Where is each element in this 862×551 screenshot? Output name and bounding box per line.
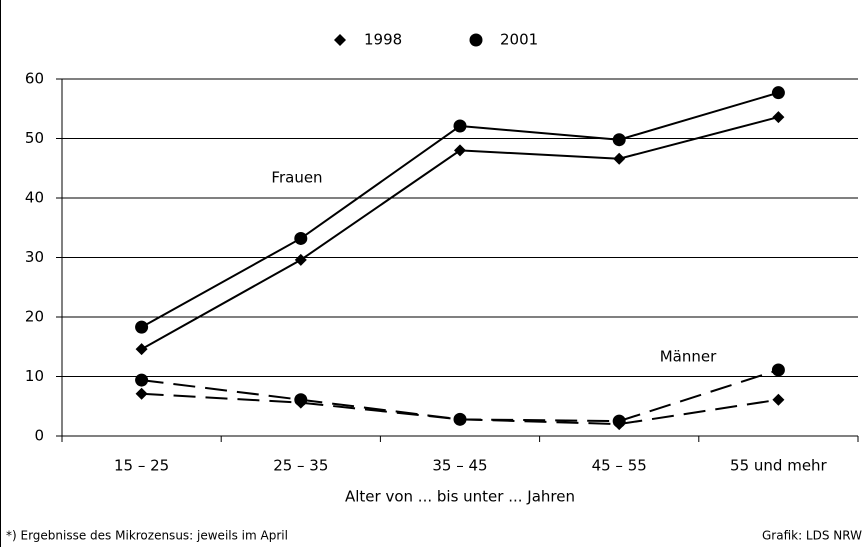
x-tick-label: 25 – 35 — [273, 457, 328, 475]
y-tick-label: 50 — [25, 129, 44, 147]
source: Grafik: LDS NRW — [762, 529, 862, 543]
marker-diamond — [334, 34, 346, 46]
x-axis-label: Alter von ... bis unter ... Jahren — [345, 488, 575, 506]
footnote: *) Ergebnisse des Mikrozensus: jeweils i… — [6, 529, 288, 543]
y-tick-label: 0 — [34, 427, 44, 445]
legend-label: 1998 — [364, 31, 402, 49]
x-tick-label: 35 – 45 — [432, 457, 487, 475]
marker-diamond — [772, 111, 785, 124]
marker-circle — [771, 86, 785, 100]
marker-diamond — [294, 253, 307, 266]
marker-circle — [294, 393, 308, 407]
series-line — [141, 392, 779, 426]
y-tick-label: 60 — [25, 70, 44, 88]
marker-circle — [453, 119, 467, 133]
y-tick-label: 20 — [25, 308, 44, 326]
marker-circle — [612, 133, 626, 147]
marker-diamond — [135, 387, 148, 400]
marker-circle — [135, 320, 149, 334]
x-tick-label: 45 – 55 — [592, 457, 647, 475]
annotation: Männer — [660, 348, 717, 366]
legend-label: 2001 — [500, 31, 538, 49]
marker-diamond — [454, 144, 466, 157]
marker-diamond — [135, 343, 148, 356]
y-tick-label: 40 — [25, 189, 44, 207]
marker-diamond — [772, 393, 785, 406]
marker-circle — [135, 373, 149, 387]
marker-diamond — [613, 152, 626, 165]
marker-circle — [294, 231, 308, 245]
y-tick-label: 10 — [25, 367, 44, 385]
x-tick-label: 15 – 25 — [114, 457, 169, 475]
marker-circle — [469, 33, 483, 47]
marker-circle — [612, 414, 626, 428]
marker-circle — [453, 412, 467, 426]
x-tick-label: 55 und mehr — [730, 457, 828, 475]
marker-circle — [771, 363, 785, 377]
annotation: Frauen — [271, 169, 322, 187]
y-tick-label: 30 — [25, 248, 44, 266]
